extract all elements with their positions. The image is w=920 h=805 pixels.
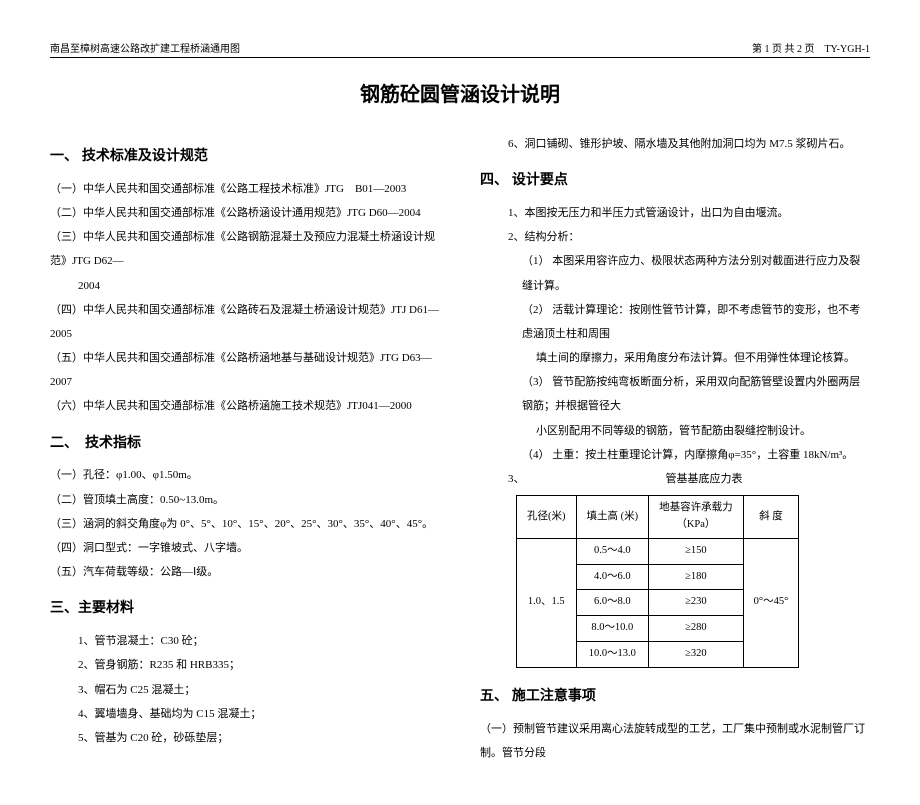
sec4-item-2-4: （4） 土重：按土柱重理论计算，内摩擦角φ=35°，土容重 18kN/m³。 <box>480 443 870 467</box>
th-diameter: 孔径(米) <box>517 496 577 539</box>
cell-bearing: ≥180 <box>649 564 744 590</box>
sec4-item-2-3: （3） 管节配筋按纯弯板断面分析，采用双向配筋管壁设置内外圈两层钢筋；并根据管径… <box>480 370 870 418</box>
foundation-stress-table: 孔径(米) 填土高 (米) 地基容许承载力（KPa） 斜 度 1.0、1.5 0… <box>516 495 799 668</box>
sec4-item-2-2b: 填土间的摩擦力，采用角度分布法计算。但不用弹性体理论核算。 <box>480 346 870 370</box>
sec3-item-5: 5、管基为 C20 砼，砂砾垫层； <box>50 726 440 750</box>
sec2-item-4: （四）洞口型式：一字锥坡式、八字墙。 <box>50 536 440 560</box>
sec3-item-2: 2、管身钢筋：R235 和 HRB335； <box>50 653 440 677</box>
th-slope: 斜 度 <box>743 496 799 539</box>
header-left: 南昌至樟树高速公路改扩建工程桥涵通用图 <box>50 40 240 55</box>
cell-fill: 10.0～13.0 <box>576 642 649 668</box>
cell-slope: 0°～45° <box>743 538 799 667</box>
sec1-item-4: （四）中华人民共和国交通部标准《公路砖石及混凝土桥涵设计规范》JTJ D61—2… <box>50 298 440 346</box>
sec4-item-2: 2、结构分析： <box>480 225 870 249</box>
section-3-title: 三、主要材料 <box>50 592 440 623</box>
sec5-item-1: （一）预制管节建议采用离心法旋转成型的工艺，工厂集中预制或水泥制管厂订制。管节分… <box>480 717 870 765</box>
cell-fill: 6.0～8.0 <box>576 590 649 616</box>
cell-fill: 8.0～10.0 <box>576 616 649 642</box>
cell-fill: 0.5～4.0 <box>576 538 649 564</box>
cell-diameter: 1.0、1.5 <box>517 538 577 667</box>
cell-bearing: ≥150 <box>649 538 744 564</box>
left-column: 一、 技术标准及设计规范 （一）中华人民共和国交通部标准《公路工程技术标准》JT… <box>50 132 440 765</box>
doc-title: 钢筋砼圆管涵设计说明 <box>50 78 870 107</box>
sec4-item-3: 3、 <box>480 467 538 491</box>
section-1-title: 一、 技术标准及设计规范 <box>50 140 440 171</box>
sec1-item-3b: 2004 <box>50 274 440 298</box>
sec2-item-2: （二）管顶填土高度：0.50~13.0m。 <box>50 488 440 512</box>
sec3-item-6: 6、洞口铺砌、锥形护坡、隔水墙及其他附加洞口均为 M7.5 浆砌片石。 <box>480 132 870 156</box>
sec1-item-3: （三）中华人民共和国交通部标准《公路钢筋混凝土及预应力混凝土桥涵设计规范》JTG… <box>50 225 440 273</box>
sec4-item-2-2: （2） 活载计算理论：按刚性管节计算，即不考虑管节的变形，也不考虑涵顶土柱和周围 <box>480 298 870 346</box>
page-header: 南昌至樟树高速公路改扩建工程桥涵通用图 第 1 页 共 2 页 TY-YGH-1 <box>50 40 870 58</box>
right-column: 6、洞口铺砌、锥形护坡、隔水墙及其他附加洞口均为 M7.5 浆砌片石。 四、 设… <box>480 132 870 765</box>
sec4-item-2-1: （1） 本图采用容许应力、极限状态两种方法分别对截面进行应力及裂缝计算。 <box>480 249 870 297</box>
th-fill-height: 填土高 (米) <box>576 496 649 539</box>
content-columns: 一、 技术标准及设计规范 （一）中华人民共和国交通部标准《公路工程技术标准》JT… <box>50 132 870 765</box>
section-2-title: 二、 技术指标 <box>50 427 440 458</box>
sec1-item-5: （五）中华人民共和国交通部标准《公路桥涵地基与基础设计规范》JTG D63—20… <box>50 346 440 394</box>
sec3-item-3: 3、帽石为 C25 混凝土； <box>50 678 440 702</box>
sec4-item-1: 1、本图按无压力和半压力式管涵设计，出口为自由堰流。 <box>480 201 870 225</box>
sec1-item-1: （一）中华人民共和国交通部标准《公路工程技术标准》JTG B01—2003 <box>50 177 440 201</box>
sec1-item-6: （六）中华人民共和国交通部标准《公路桥涵施工技术规范》JTJ041—2000 <box>50 394 440 418</box>
table-row: 1.0、1.5 0.5～4.0 ≥150 0°～45° <box>517 538 799 564</box>
sec1-item-2: （二）中华人民共和国交通部标准《公路桥涵设计通用规范》JTG D60—2004 <box>50 201 440 225</box>
table-title: 管基基底应力表 <box>538 467 870 491</box>
cell-fill: 4.0～6.0 <box>576 564 649 590</box>
cell-bearing: ≥280 <box>649 616 744 642</box>
table-header-row: 孔径(米) 填土高 (米) 地基容许承载力（KPa） 斜 度 <box>517 496 799 539</box>
cell-bearing: ≥320 <box>649 642 744 668</box>
sec4-item-2-3b: 小区别配用不同等级的钢筋，管节配筋由裂缝控制设计。 <box>480 419 870 443</box>
th-bearing: 地基容许承载力（KPa） <box>649 496 744 539</box>
sec2-item-3: （三）涵洞的斜交角度φ为 0°、5°、10°、15°、20°、25°、30°、3… <box>50 512 440 536</box>
sec3-item-1: 1、管节混凝土：C30 砼； <box>50 629 440 653</box>
section-4-title: 四、 设计要点 <box>480 164 870 195</box>
sec2-item-5: （五）汽车荷载等级：公路—Ⅰ级。 <box>50 560 440 584</box>
sec3-item-4: 4、翼墙墙身、基础均为 C15 混凝土； <box>50 702 440 726</box>
sec2-item-1: （一）孔径：φ1.00、φ1.50m。 <box>50 463 440 487</box>
cell-bearing: ≥230 <box>649 590 744 616</box>
header-right: 第 1 页 共 2 页 TY-YGH-1 <box>752 40 870 55</box>
section-5-title: 五、 施工注意事项 <box>480 680 870 711</box>
